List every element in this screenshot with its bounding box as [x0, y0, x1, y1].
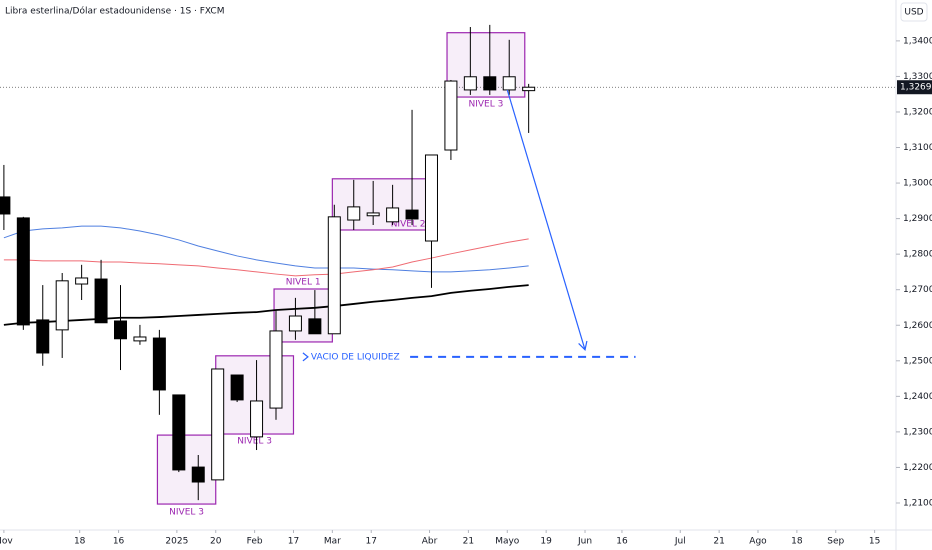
- candle-body: [172, 394, 186, 471]
- candle-body: [16, 217, 30, 326]
- x-tick-label: Mar: [324, 537, 341, 547]
- y-tick-label: 1,23000: [903, 427, 932, 437]
- candle-body: [94, 278, 108, 324]
- x-tick-label: Nov: [0, 537, 13, 547]
- candle-body: [230, 374, 244, 401]
- y-tick-label: 1,24000: [903, 392, 932, 402]
- currency-box[interactable]: [900, 2, 928, 22]
- candle-body: [327, 216, 341, 335]
- moving-average: [3, 225, 529, 273]
- x-tick-label: Mayo: [495, 537, 520, 547]
- currency[interactable]: USD: [904, 8, 923, 18]
- note-arrow: [302, 352, 309, 362]
- x-tick-label: Jul: [674, 537, 686, 547]
- moving-average: [3, 238, 529, 277]
- x-tick-label: Sep: [827, 537, 844, 547]
- note: VACIO DE LIQUIDEZ: [311, 352, 400, 362]
- candle-body: [444, 80, 458, 151]
- candle-body: [0, 196, 11, 215]
- x-tick-label: 18: [74, 537, 86, 547]
- y-tick-label: 1,32000: [903, 107, 932, 117]
- x-tick-label: 20: [210, 537, 222, 547]
- y-tick-label: 1,28000: [903, 250, 932, 260]
- arrow: [506, 89, 586, 350]
- candle-body: [133, 336, 147, 342]
- y-tick-label: 1,26000: [903, 321, 932, 331]
- zone-label: NIVEL 2: [391, 219, 426, 229]
- y-tick-label: 1,25000: [903, 356, 932, 366]
- y-tick-label: 1,34000: [903, 36, 932, 46]
- x-tick-label: 21: [463, 537, 474, 547]
- candle-body: [36, 319, 50, 354]
- candle-body: [55, 280, 69, 331]
- candle-body: [347, 206, 361, 221]
- candle-body: [75, 277, 89, 285]
- zone: [331, 178, 431, 231]
- candle-body: [269, 330, 283, 409]
- x-tick-label: 21: [713, 537, 724, 547]
- candle-body: [152, 337, 166, 391]
- x-tick-label: 2025: [165, 537, 188, 547]
- x-tick-label: 17: [288, 537, 299, 547]
- y-tick-label: 1,29000: [903, 214, 932, 224]
- chart-title: Libra esterlina/Dólar estadounidense · 1…: [5, 6, 224, 17]
- x-tick-label: 18: [791, 537, 803, 547]
- arrow-head: [578, 340, 588, 351]
- x-tick-label: 15: [869, 537, 880, 547]
- y-tick-label: 1,30000: [903, 179, 932, 189]
- candle-body: [250, 400, 264, 438]
- candle-body: [366, 212, 380, 217]
- last-price-box: [897, 80, 932, 95]
- candle-body: [424, 154, 438, 242]
- y-tick-label: 1,27000: [903, 285, 932, 295]
- x-tick-label: Jun: [577, 537, 592, 547]
- zone-label: NIVEL 3: [468, 100, 503, 110]
- candle-body: [463, 76, 477, 91]
- y-tick-label: 1,21000: [903, 498, 932, 508]
- x-tick-label: 16: [616, 537, 628, 547]
- x-tick-label: 16: [113, 537, 125, 547]
- candle-body: [483, 76, 497, 91]
- candle-body: [386, 207, 400, 223]
- candle-body: [191, 466, 205, 483]
- y-tick-label: 1,31000: [903, 143, 932, 153]
- moving-average: [3, 284, 529, 326]
- x-tick-label: 19: [540, 537, 552, 547]
- x-tick-label: Ago: [749, 537, 767, 547]
- x-tick-label: Feb: [247, 537, 263, 547]
- x-tick-label: 17: [366, 537, 377, 547]
- y-tick-label: 1,33000: [903, 72, 932, 82]
- candle-body: [114, 320, 128, 340]
- last-price-label: 1,32696: [900, 83, 932, 93]
- y-tick-label: 1,22000: [903, 463, 932, 473]
- candle-body: [211, 368, 225, 481]
- candle-body: [405, 209, 419, 220]
- candle-body: [308, 318, 322, 335]
- zone: [273, 288, 333, 343]
- zone-label: NIVEL 3: [169, 508, 204, 518]
- x-tick-label: Abr: [422, 537, 438, 547]
- candle-body: [502, 76, 516, 91]
- candle-body: [522, 86, 536, 92]
- candle-body: [288, 315, 302, 332]
- zone-label: NIVEL 3: [237, 437, 272, 447]
- zone: [156, 434, 217, 505]
- zone-label: NIVEL 1: [286, 277, 321, 287]
